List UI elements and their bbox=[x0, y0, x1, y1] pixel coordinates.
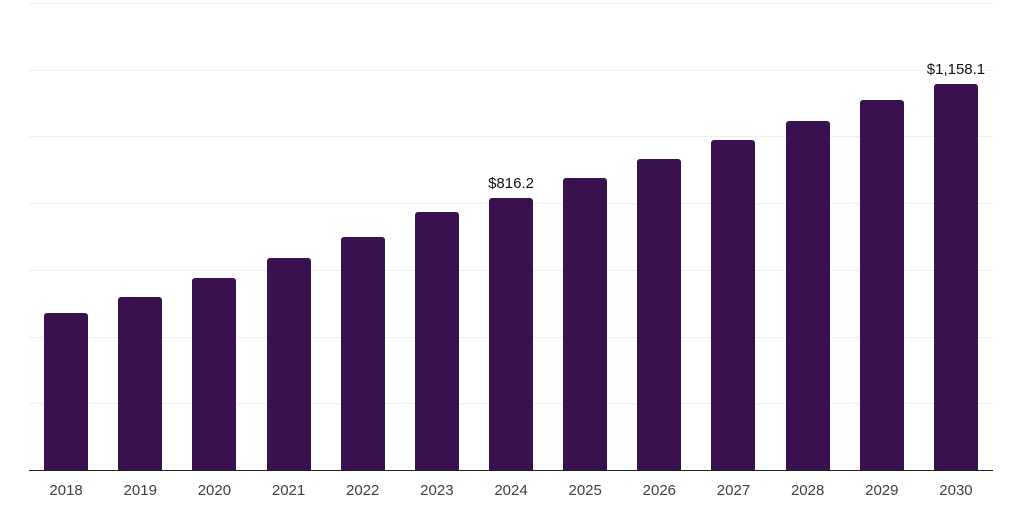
bar-slot bbox=[103, 3, 177, 470]
bar-2019[interactable] bbox=[118, 296, 163, 470]
bar-2025[interactable] bbox=[563, 177, 608, 470]
x-axis-tick-label-2022: 2022 bbox=[346, 482, 380, 499]
bar-slot bbox=[548, 3, 622, 470]
bar-slot bbox=[177, 3, 251, 470]
x-axis-tick-label-2030: 2030 bbox=[939, 482, 973, 499]
x-axis-tick-label-2024: 2024 bbox=[494, 482, 528, 499]
bar-slot bbox=[696, 3, 770, 470]
gridline bbox=[29, 3, 993, 4]
bar-value-label-2024: $816.2 bbox=[488, 174, 534, 192]
bar-slot bbox=[622, 3, 696, 470]
bar-value-label-2030: $1,158.1 bbox=[926, 60, 986, 78]
bar-slot bbox=[845, 3, 919, 470]
bar-slot bbox=[251, 3, 325, 470]
bar-slot: $1,158.1 bbox=[919, 3, 993, 470]
gridline bbox=[29, 136, 993, 138]
x-axis-tick-label-2027: 2027 bbox=[716, 482, 751, 499]
x-axis-tick-label-2023: 2023 bbox=[420, 482, 454, 499]
bar-slot bbox=[326, 3, 400, 470]
x-axis-tick-label-2028: 2028 bbox=[790, 482, 825, 499]
bar-2026[interactable] bbox=[637, 158, 682, 470]
bar-2021[interactable] bbox=[266, 257, 311, 470]
bar-slot: $816.2 bbox=[474, 3, 548, 470]
x-axis-tick-label-2026: 2026 bbox=[642, 482, 677, 499]
bar-slot bbox=[400, 3, 474, 470]
plot-area: $816.2 $1,158.1 bbox=[29, 3, 993, 471]
bars-row: $816.2 $1,158.1 bbox=[29, 3, 993, 470]
x-axis-tick-label-2020: 2020 bbox=[197, 482, 232, 499]
bar-2030[interactable] bbox=[933, 83, 978, 470]
bar-2027[interactable] bbox=[711, 140, 756, 470]
x-axis-tick-label-2029: 2029 bbox=[865, 482, 899, 499]
x-axis-tick-label-2021: 2021 bbox=[271, 482, 306, 499]
x-axis-tick-label-2025: 2025 bbox=[568, 482, 602, 499]
bar-slot bbox=[29, 3, 103, 470]
bar-2029[interactable] bbox=[859, 100, 904, 470]
x-axis-tick-label-2019: 2019 bbox=[123, 482, 157, 499]
bar-2023[interactable] bbox=[414, 211, 459, 470]
gridline bbox=[29, 69, 993, 71]
bar-2022[interactable] bbox=[340, 236, 385, 470]
bar-2024[interactable] bbox=[489, 197, 534, 470]
x-axis-line bbox=[29, 469, 993, 471]
x-axis-tick-label-2018: 2018 bbox=[49, 482, 83, 499]
x-axis-row: 2018 2019 2020 2021 2022 2023 2024 2025 2026 2027… bbox=[29, 482, 993, 500]
bar-2020[interactable] bbox=[192, 277, 237, 470]
bar-2028[interactable] bbox=[785, 121, 830, 470]
bar-2018[interactable] bbox=[44, 313, 89, 470]
bar-slot bbox=[771, 3, 845, 470]
